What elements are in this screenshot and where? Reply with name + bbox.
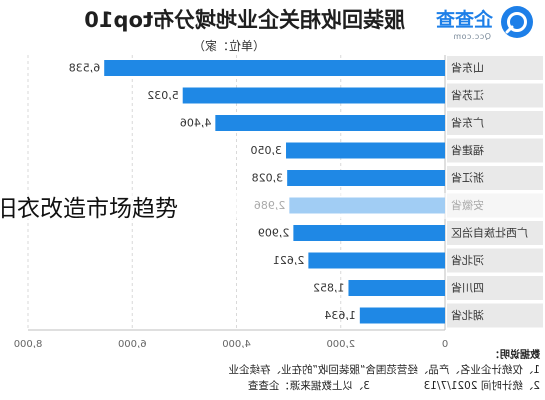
- category-cell: [447, 166, 543, 190]
- category-label: 浙江省: [451, 172, 484, 185]
- bar: [308, 252, 445, 269]
- category-cell: [447, 276, 543, 300]
- overlay-caption: 旧衣改造市场趋势: [0, 196, 178, 222]
- logo-domain: Qcc.com: [453, 32, 491, 41]
- value-label: 6,538: [69, 62, 101, 75]
- notes-line-2b: 3、以上数据来源：企查查: [247, 379, 370, 392]
- notes-heading: 数据说明：: [490, 348, 540, 361]
- value-label: 1,852: [313, 282, 345, 295]
- notes-line-2a: 2、统计时间 2021/7/13: [424, 379, 540, 392]
- category-label: 江苏省: [451, 89, 484, 102]
- category-cell: [447, 111, 543, 135]
- category-cell: [447, 83, 543, 108]
- category-label: 福建省: [451, 143, 484, 157]
- qcc-logo-tail: [505, 25, 514, 34]
- x-tick-label: 8,000: [14, 339, 43, 350]
- value-label: 3,050: [251, 144, 283, 157]
- value-label: 1,634: [324, 309, 356, 322]
- category-label: 河北省: [451, 254, 484, 267]
- bar: [182, 87, 445, 104]
- notes-line-1: 1、仅统计企业名、产品、经营范围含“服装回收”的在业、存续企业: [228, 363, 540, 376]
- bar: [215, 115, 445, 131]
- bar: [293, 225, 445, 241]
- bar: [104, 60, 445, 76]
- x-tick-label: 0: [442, 339, 448, 350]
- bar: [287, 170, 445, 186]
- value-label: 4,406: [180, 117, 212, 130]
- data-notes: 数据说明： 1、仅统计企业名、产品、经营范围含“服装回收”的在业、存续企业 2、…: [228, 348, 540, 392]
- category-cell: [447, 138, 543, 163]
- chart-title: 服装回收相关企业地域分布top10: [84, 8, 405, 32]
- qcc-logo: 企查查 Qcc.com: [435, 6, 533, 41]
- x-tick-label: 4,000: [222, 339, 251, 350]
- category-label: 广西壮族自治区: [451, 226, 528, 240]
- x-tick-label: 2,000: [326, 339, 355, 350]
- category-cell: [447, 221, 543, 245]
- value-label: 2,909: [258, 227, 290, 240]
- value-label: 3,028: [252, 172, 284, 185]
- bar: [286, 142, 445, 159]
- value-label: 2,621: [273, 254, 305, 267]
- qcc-logo-icon: [501, 6, 533, 38]
- x-tick-label: 6,000: [118, 339, 147, 350]
- category-label: 湖北省: [451, 309, 484, 322]
- logo-brand: 企查查: [435, 8, 494, 31]
- bar: [348, 280, 445, 296]
- plot-area: 0 2,000 4,000 6,000 8,000 山东省 6,538 江苏省 5,032 广东省…: [14, 55, 543, 350]
- fade-overlay-band: [0, 193, 545, 219]
- qcc-logo-ring: [507, 12, 527, 32]
- category-cell: [447, 248, 543, 273]
- category-label: 山东省: [451, 62, 484, 75]
- bar: [359, 307, 445, 324]
- value-label: 5,032: [147, 89, 179, 102]
- category-cell: [447, 303, 543, 328]
- category-label: 四川省: [451, 282, 484, 295]
- category-cell: [447, 56, 543, 80]
- category-label: 广东省: [451, 117, 484, 130]
- chart-subtitle: （单位：家）: [193, 38, 265, 53]
